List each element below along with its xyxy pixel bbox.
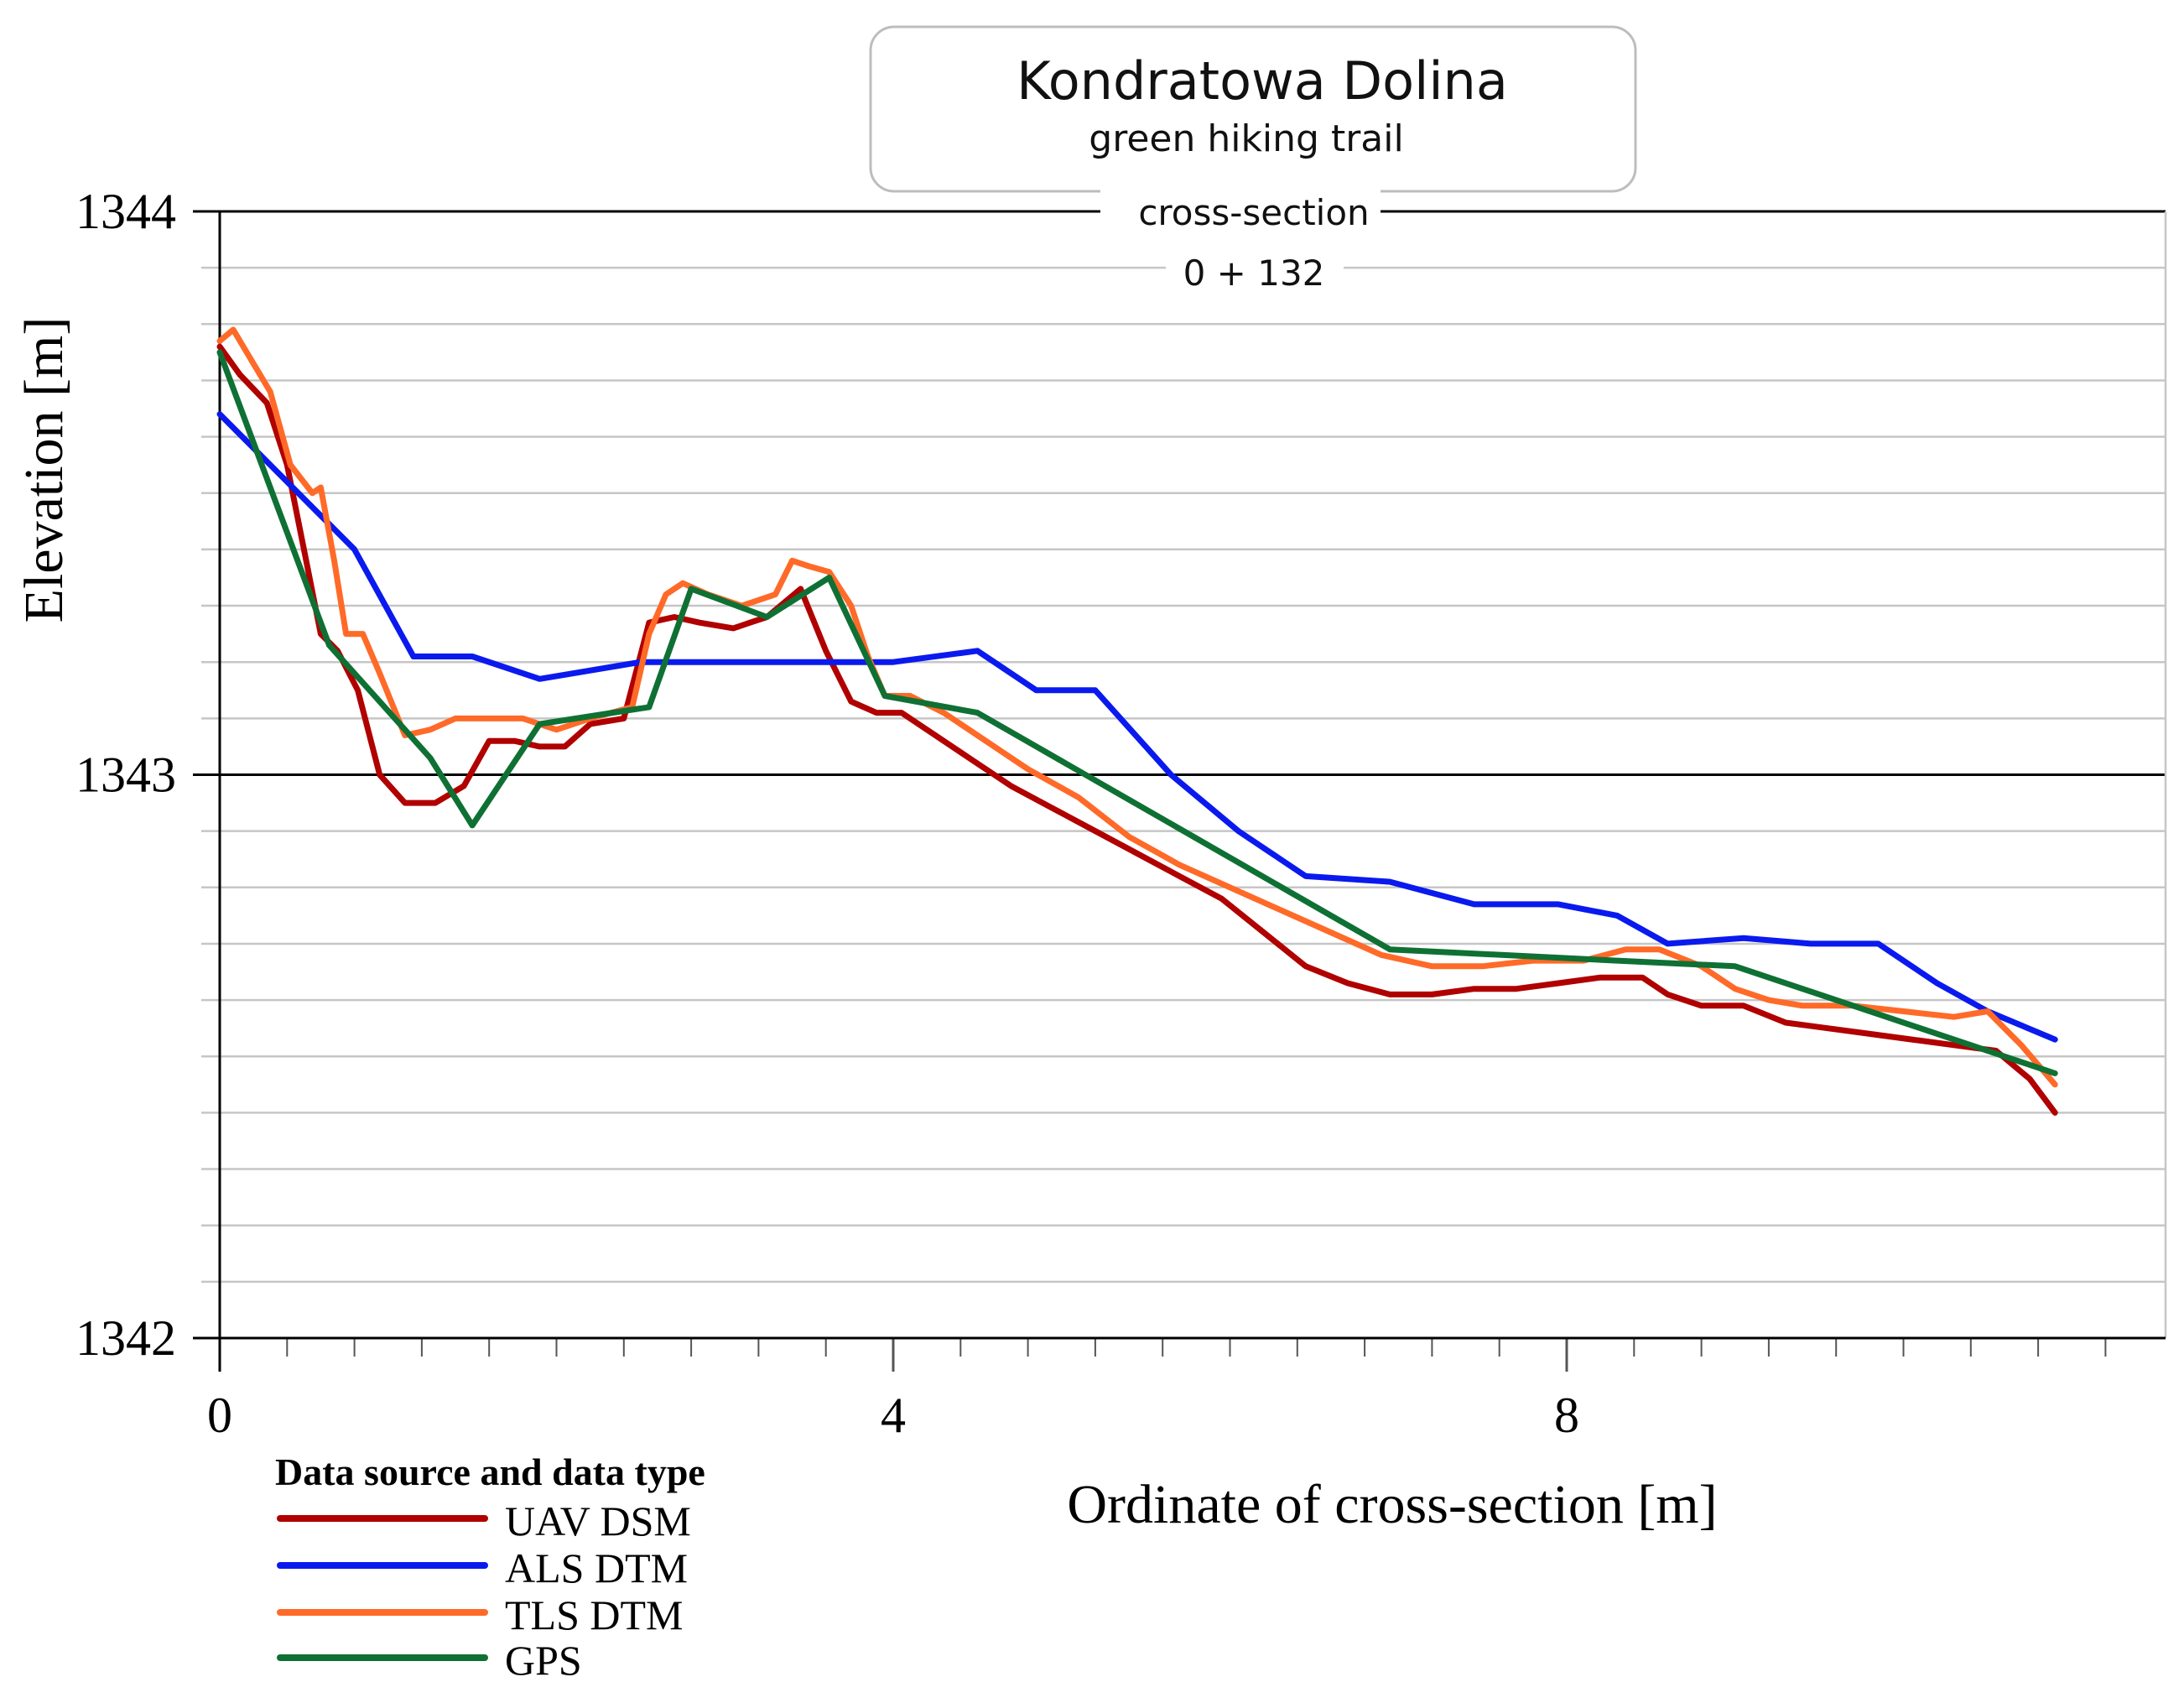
legend-label: TLS DTM [505,1591,684,1638]
y-tick-label: 1344 [75,184,176,239]
section-label-bg [1100,190,1381,237]
series-line-uav-dsm [216,343,2058,1116]
legend-item-gps: GPS [277,1637,582,1684]
legend-label: UAV DSM [505,1497,691,1544]
chart-subtitle: green hiking trail [1089,117,1403,160]
series-line-tls-dtm [216,326,2058,1088]
section-value-bg [1166,250,1344,299]
section-label: cross-section [1138,192,1369,233]
legend-label: ALS DTM [505,1544,688,1591]
x-tick-label: 4 [881,1388,906,1443]
legend-label: GPS [505,1637,582,1684]
series-line-gps [216,349,2058,1076]
x-tick-label: 0 [207,1388,232,1443]
legend-item-uav-dsm: UAV DSM [277,1497,691,1544]
chart-title: Kondratowa Dolina [1017,50,1508,112]
legend-item-als-dtm: ALS DTM [277,1544,688,1591]
x-axis-title: Ordinate of cross-section [m] [1067,1474,1717,1535]
minor-ticks [218,1338,2107,1372]
series-line-als-dtm [216,411,2058,1043]
data-series [216,326,2058,1116]
legend-item-tls-dtm: TLS DTM [277,1591,684,1638]
section-value: 0 + 132 [1183,253,1325,294]
y-ticks: 1342 1343 1344 [75,184,176,1366]
y-tick-label: 1342 [75,1310,176,1366]
y-tick-label: 1343 [75,747,176,803]
grid-lines [193,210,2167,1340]
y-axis-title: Elevation [m] [13,317,75,623]
x-ticks: 0 4 8 [207,1388,1579,1443]
legend-title: Data source and data type [275,1450,705,1493]
x-tick-label: 8 [1554,1388,1579,1443]
